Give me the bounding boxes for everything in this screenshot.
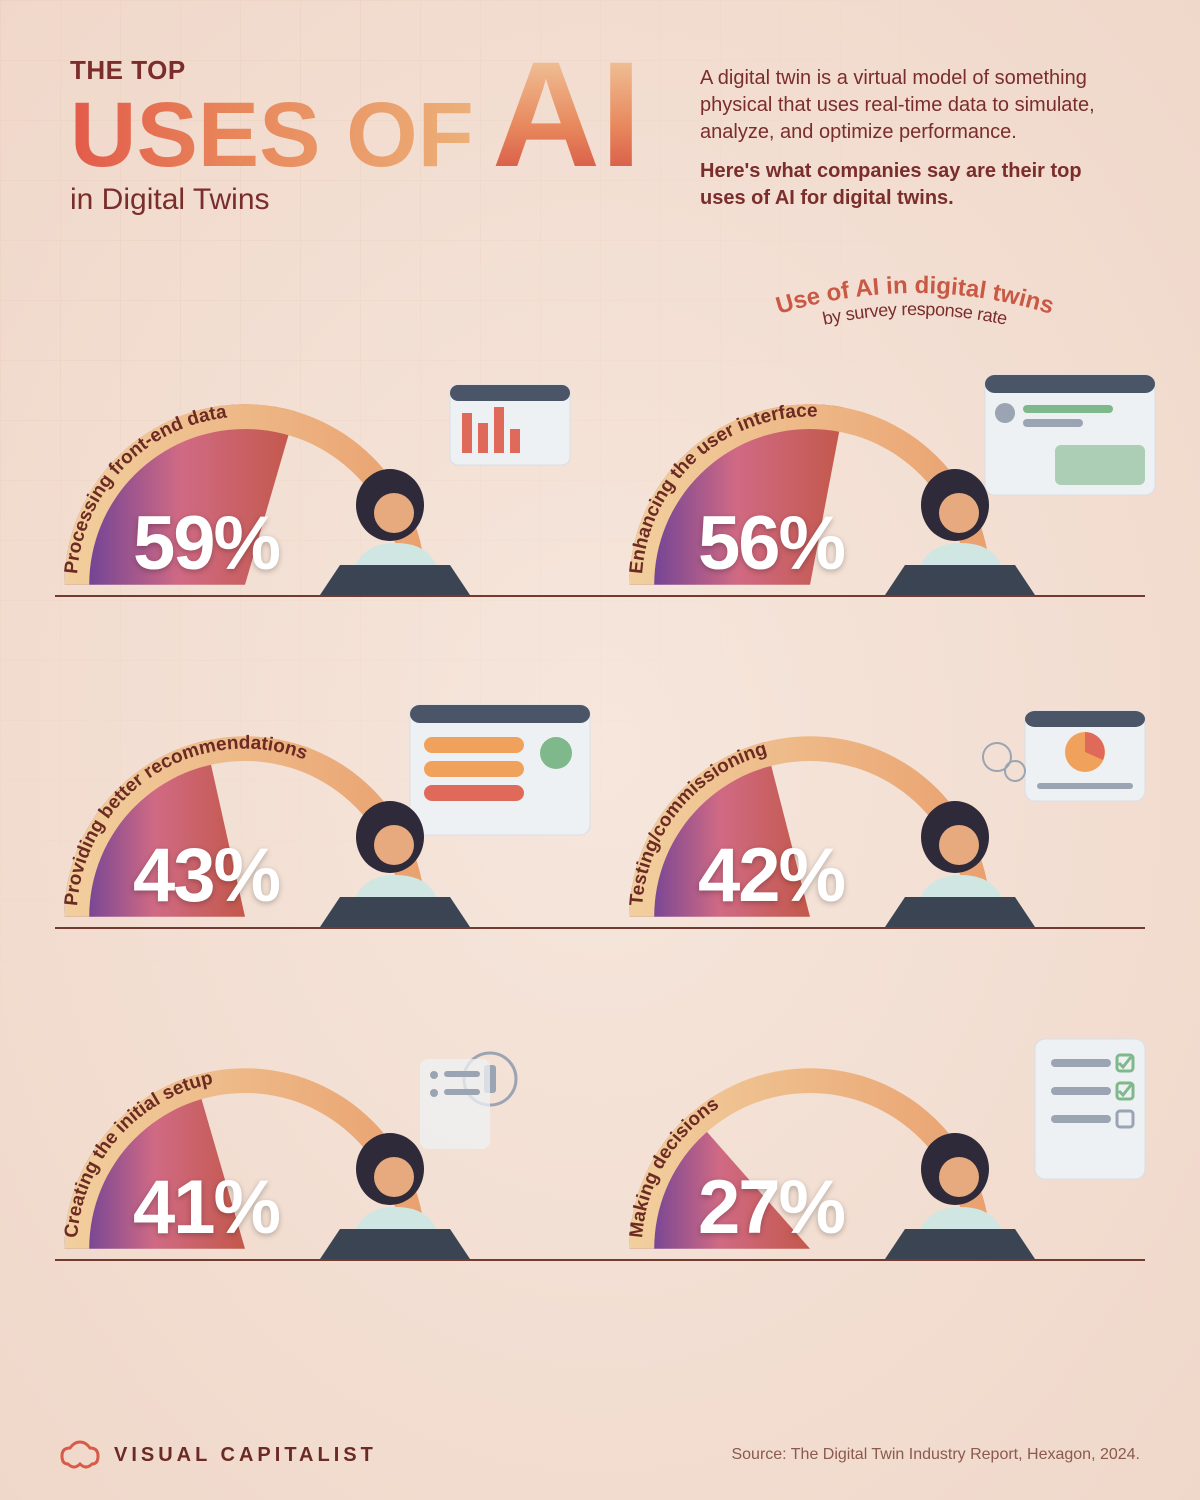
gauge-illustration	[300, 365, 590, 595]
gauge-illustration	[865, 365, 1155, 595]
title-ai: AI	[492, 54, 642, 174]
blurb-bold: Here's what companies say are their top …	[700, 158, 1130, 212]
intro-blurb: A digital twin is a virtual model of som…	[700, 65, 1130, 212]
gauge-cell: Testing/commissioning 42%	[620, 667, 1145, 927]
source-text: Source: The Digital Twin Industry Report…	[731, 1446, 1140, 1464]
gauge-cell: Processing front-end data 59%	[55, 335, 580, 595]
gauge-value: 43%	[133, 832, 279, 919]
gauge-value: 41%	[133, 1164, 279, 1251]
gauge-cell: Providing better recommendations 43%	[55, 667, 580, 927]
blurb-para: A digital twin is a virtual model of som…	[700, 67, 1095, 143]
gauge-illustration	[300, 1029, 590, 1259]
gauge-value: 27%	[698, 1164, 844, 1251]
gauge-row: Providing better recommendations 43%	[55, 667, 1145, 929]
gauge-value: 56%	[698, 500, 844, 587]
brand: VISUAL CAPITALIST	[60, 1440, 377, 1470]
brand-logo-icon	[60, 1440, 100, 1470]
brand-text: VISUAL CAPITALIST	[114, 1444, 377, 1467]
gauge-row: Creating the initial setup 41%	[55, 999, 1145, 1261]
gauge-value: 59%	[133, 500, 279, 587]
gauge-cell: Enhancing the user interface 56%	[620, 335, 1145, 595]
gauge-illustration	[300, 697, 590, 927]
gauge-row: Processing front-end data 59%	[55, 335, 1145, 597]
gauge-illustration	[865, 697, 1155, 927]
title-uses-of: USES OF	[70, 92, 474, 179]
gauge-cell: Making decisions 27%	[620, 999, 1145, 1259]
gauge-cell: Creating the initial setup 41%	[55, 999, 580, 1259]
gauge-grid: Processing front-end data 59%	[55, 335, 1145, 1331]
footer: VISUAL CAPITALIST Source: The Digital Tw…	[60, 1440, 1140, 1470]
gauge-illustration	[865, 1029, 1155, 1259]
gauge-value: 42%	[698, 832, 844, 919]
